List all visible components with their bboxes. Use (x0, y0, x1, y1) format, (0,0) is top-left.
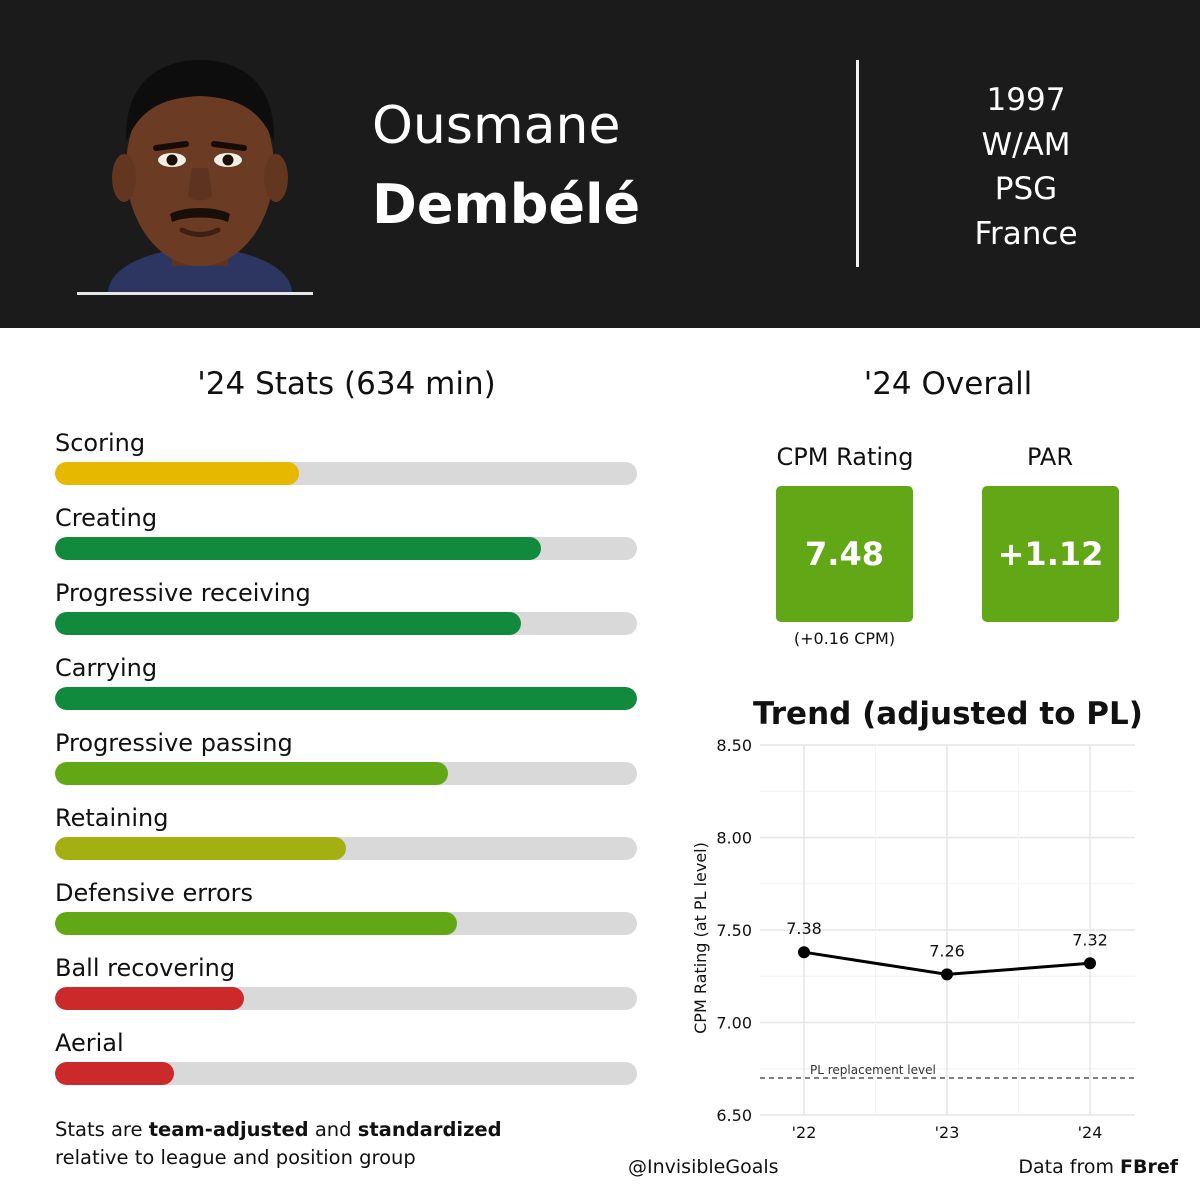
stat-bar-track (55, 462, 637, 485)
stat-bar-track (55, 1062, 637, 1085)
header-divider (856, 60, 859, 267)
player-photo (108, 60, 292, 292)
note-bold-team-adjusted: team-adjusted (148, 1118, 309, 1141)
stat-label: Aerial (55, 1029, 124, 1057)
y-tick-label: 8.00 (716, 829, 752, 848)
birth-year: 1997 (986, 82, 1066, 118)
trend-chart: 6.50 7.00 7.50 8.00 8.50 '22 '23 '24 PL replacem… (691, 736, 1135, 1142)
player-first-name: Ousmane (372, 96, 621, 156)
stat-bar-track (55, 837, 637, 860)
y-tick-label: 7.00 (716, 1014, 752, 1033)
stat-row: Carrying (55, 654, 638, 710)
stat-bar-fill (55, 987, 245, 1010)
overall-title: '24 Overall (863, 366, 1033, 402)
x-tick-label: '24 (1078, 1123, 1103, 1142)
par-value: +1.12 (997, 535, 1104, 573)
stat-label: Progressive passing (55, 729, 293, 757)
stat-bar-fill (55, 912, 457, 935)
stat-row: Progressive passing (55, 729, 638, 785)
par-label: PAR (1026, 443, 1074, 471)
player-info: 1997 W/AM PSG France (940, 78, 1112, 256)
stat-bar-fill (55, 462, 300, 485)
stat-bar-fill (55, 687, 637, 710)
stat-label: Defensive errors (55, 879, 254, 907)
stat-label: Progressive receiving (55, 579, 311, 607)
stat-label: Scoring (55, 429, 146, 457)
trend-data-point (1084, 957, 1096, 970)
stat-row: Creating (55, 504, 638, 560)
stats-title: '24 Stats (634 min) (197, 366, 496, 402)
stat-row: Progressive receiving (55, 579, 638, 635)
stat-bar-track (55, 987, 637, 1010)
trend-data-label: 7.38 (786, 919, 822, 938)
stat-label: Creating (55, 504, 158, 532)
y-tick-label: 7.50 (716, 921, 752, 940)
cpm-rating-delta: (+0.16 CPM) (793, 629, 896, 648)
stats-note: Stats are team-adjusted and standardized… (55, 1116, 502, 1172)
stat-bar-track (55, 762, 637, 785)
stat-label: Retaining (55, 804, 169, 832)
trend-data-label: 7.32 (1072, 930, 1108, 949)
footer-handle: @InvisibleGoals (628, 1156, 779, 1178)
stat-row: Retaining (55, 804, 638, 860)
stat-bar-track (55, 687, 637, 710)
stat-bar-fill (55, 612, 521, 635)
player-last-name: Dembélé (372, 173, 641, 236)
stat-bar-track (55, 537, 637, 560)
stat-bar-fill (55, 762, 448, 785)
cpm-rating-label: CPM Rating (776, 443, 914, 471)
note-text-line2: relative to league and position group (55, 1146, 416, 1169)
stat-bar-fill (55, 1062, 175, 1085)
y-tick-label: 8.50 (716, 736, 752, 755)
player-club: PSG (994, 171, 1058, 207)
stat-label: Carrying (55, 654, 158, 682)
x-tick-label: '22 (792, 1123, 817, 1142)
note-text: Stats are (55, 1118, 149, 1141)
stat-bar-fill (55, 837, 346, 860)
stat-bar-fill (55, 537, 541, 560)
cpm-rating-value: 7.48 (805, 535, 884, 573)
note-bold-standardized: standardized (357, 1118, 502, 1141)
photo-underline (77, 292, 313, 295)
stat-row: Ball recovering (55, 954, 638, 1010)
stat-row: Defensive errors (55, 879, 638, 935)
source-prefix: Data from (1018, 1156, 1121, 1178)
y-axis-label: CPM Rating (at PL level) (691, 842, 710, 1034)
footer-source: Data from FBref (1018, 1156, 1178, 1178)
header-banner: Ousmane Dembélé 1997 W/AM PSG France (0, 0, 1200, 328)
trend-data-point (798, 946, 810, 959)
stat-row: Scoring (55, 429, 638, 485)
trend-data-label: 7.26 (929, 941, 965, 960)
trend-chart-title: Trend (adjusted to PL) (753, 696, 1143, 732)
stat-bar-track (55, 612, 637, 635)
x-tick-label: '23 (935, 1123, 960, 1142)
source-name: FBref (1120, 1156, 1178, 1178)
stat-bar-track (55, 912, 637, 935)
stat-row: Aerial (55, 1029, 638, 1085)
replacement-level-label: PL replacement level (810, 1063, 936, 1077)
trend-data-point (941, 968, 953, 981)
y-tick-label: 6.50 (716, 1106, 752, 1125)
par-box: +1.12 (982, 486, 1119, 622)
player-country: France (974, 215, 1078, 252)
cpm-rating-box: 7.48 (776, 486, 913, 622)
note-text: and (308, 1118, 358, 1141)
player-position: W/AM (981, 126, 1071, 163)
stat-label: Ball recovering (55, 954, 236, 982)
